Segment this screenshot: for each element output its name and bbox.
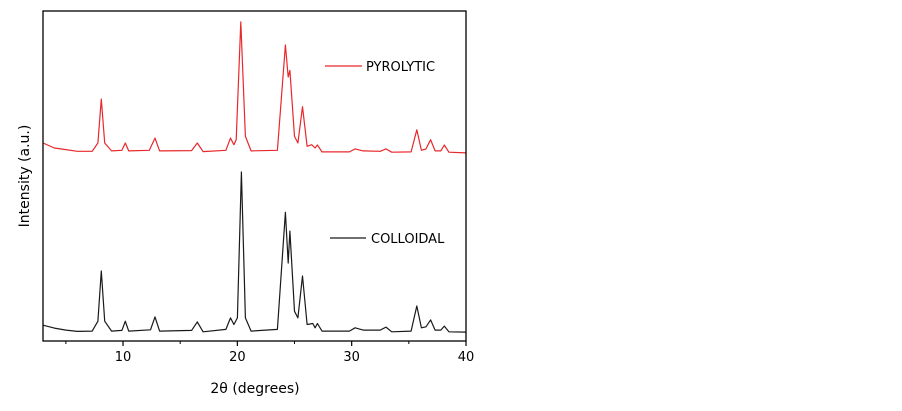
legend-colloidal: COLLOIDAL: [330, 232, 445, 247]
series-line-colloidal: [42, 171, 467, 333]
x-tick-label: 40: [458, 350, 475, 365]
x-tick-label: 30: [343, 350, 360, 365]
x-tick-label: 10: [115, 350, 132, 365]
legend-label-pyrolytic: PYROLYTIC: [366, 60, 435, 75]
legend-label-colloidal: COLLOIDAL: [371, 232, 445, 247]
x-axis: 10 20 30 40: [65, 341, 475, 365]
series-line-pyrolytic: [42, 21, 467, 154]
plot-frame: [42, 10, 467, 342]
x-tick-label: 20: [229, 350, 246, 365]
series-layer: [42, 21, 467, 333]
legend-pyrolytic: PYROLYTIC: [325, 60, 435, 75]
x-axis-label: 2θ (degrees): [210, 381, 299, 397]
y-axis-label: Intensity (a.u.): [17, 125, 33, 228]
